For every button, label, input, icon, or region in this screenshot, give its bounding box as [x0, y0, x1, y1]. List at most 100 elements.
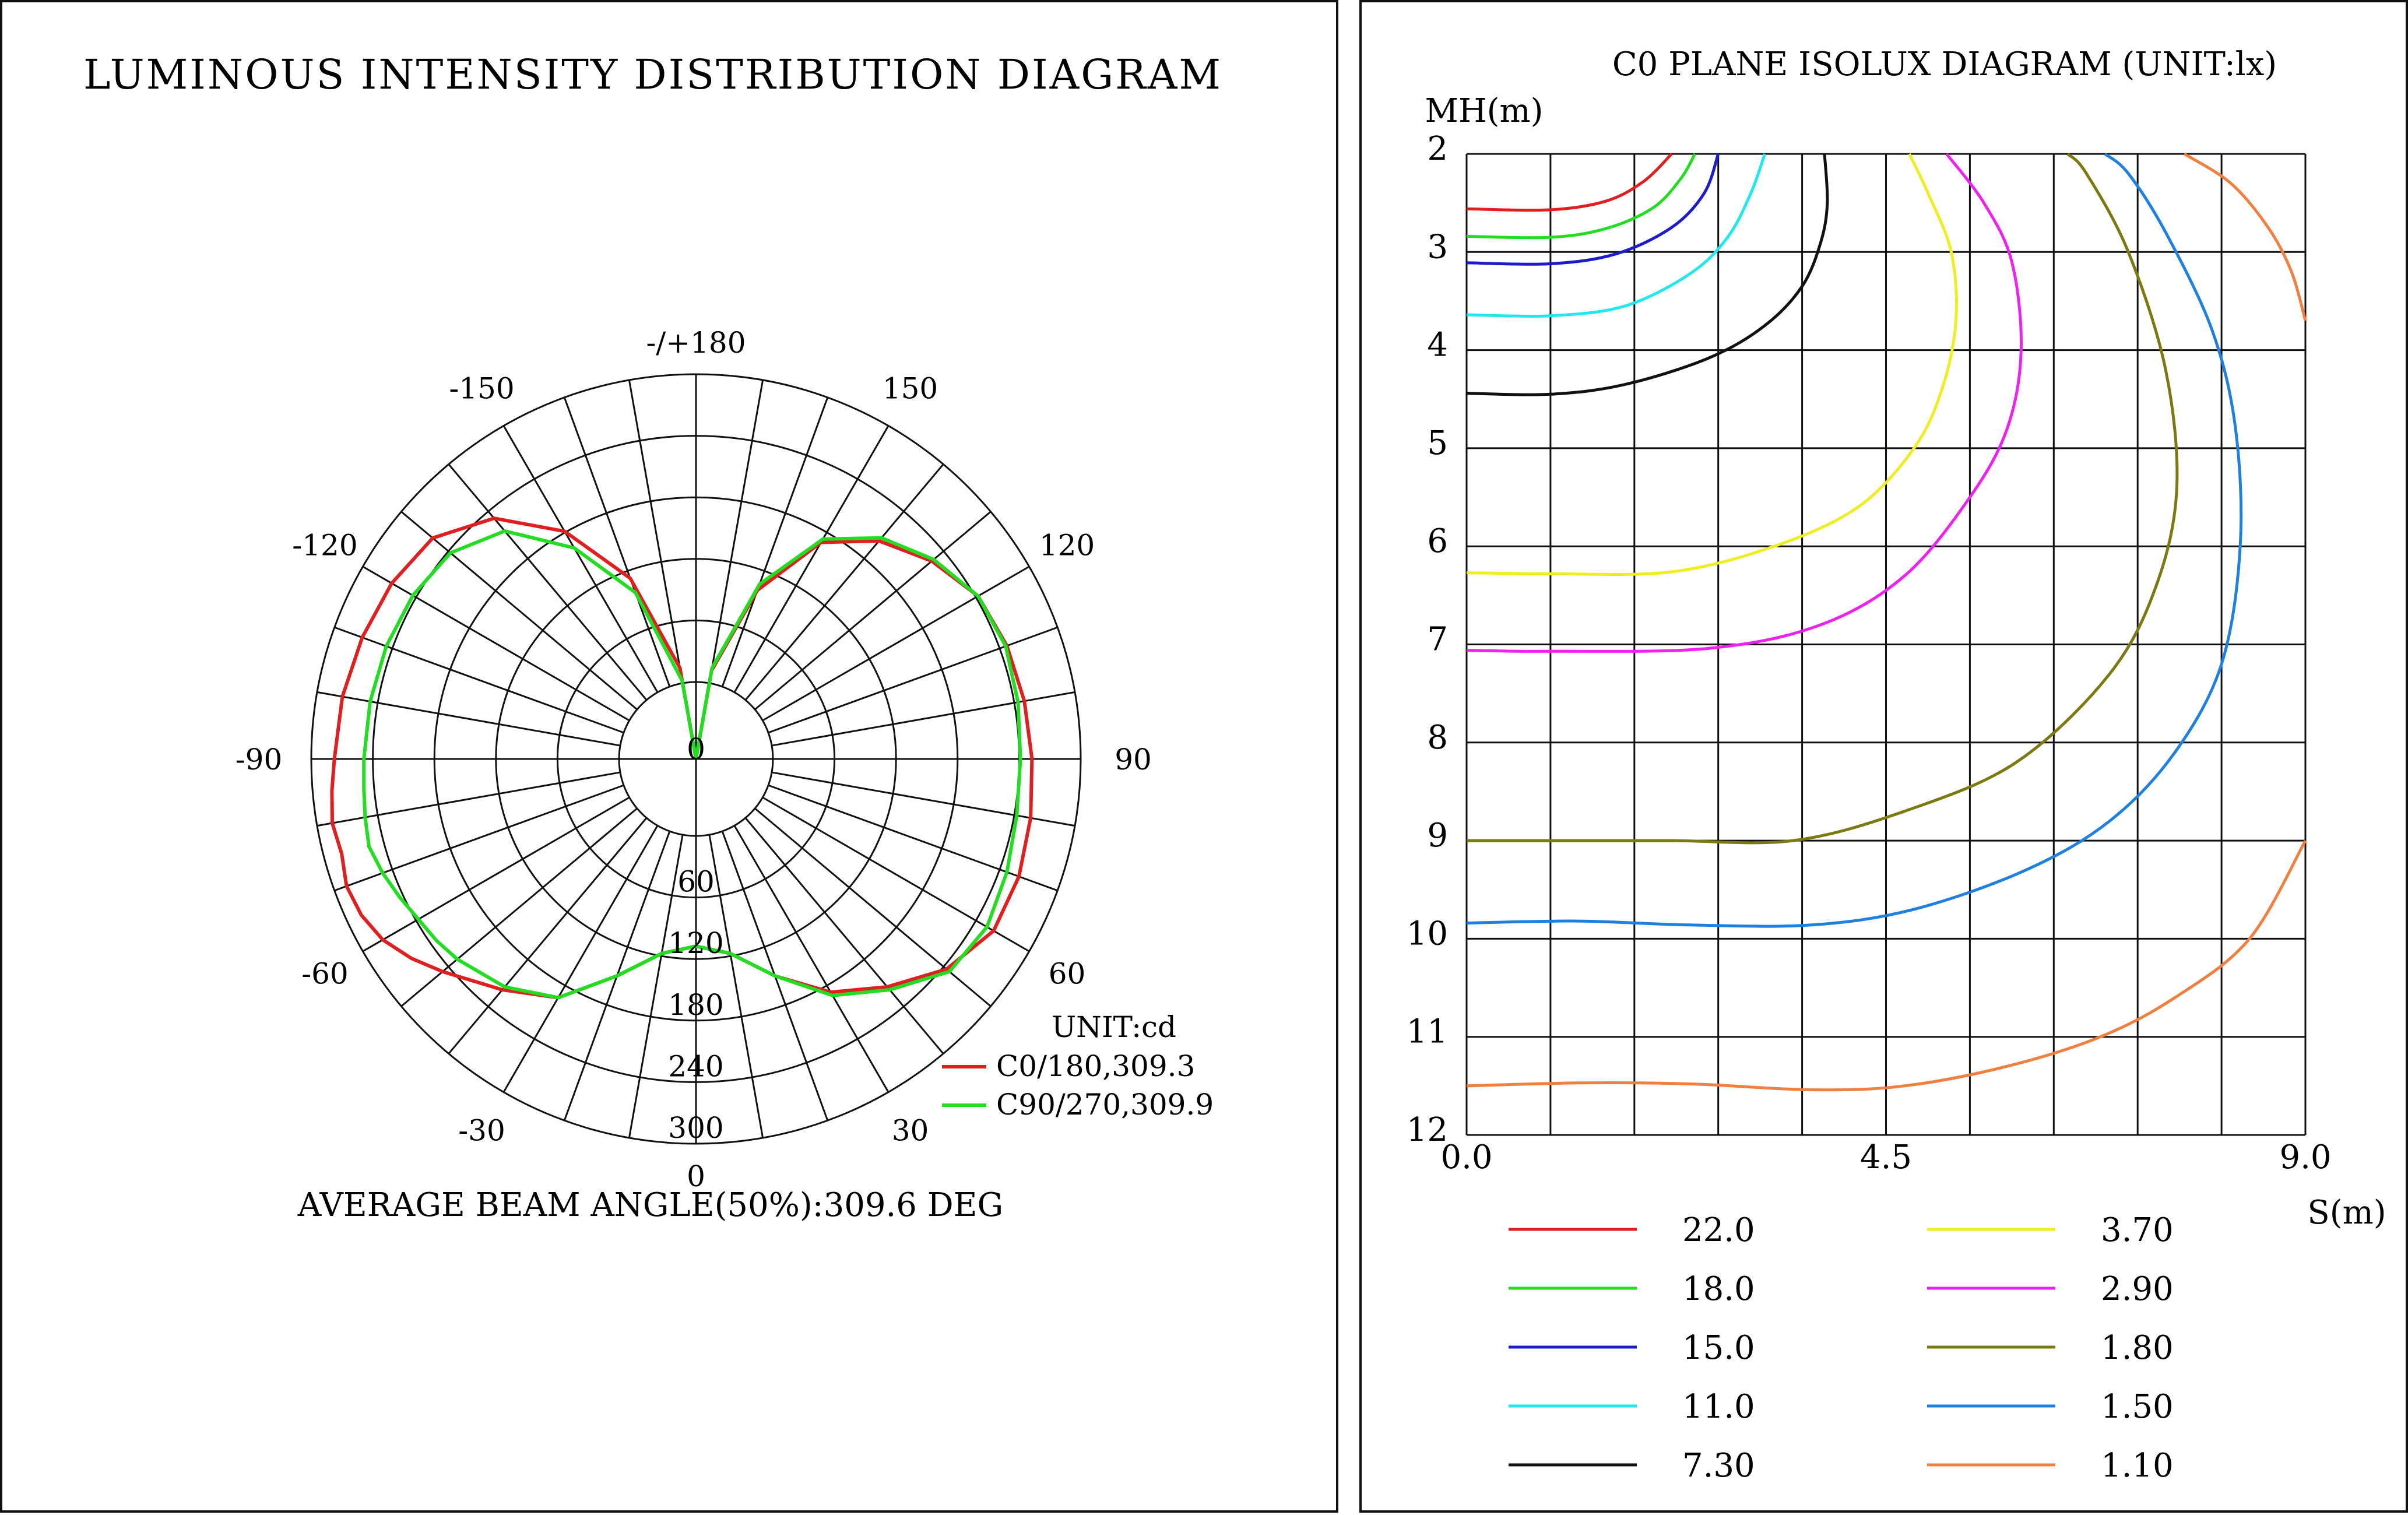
polar-spoke: [317, 771, 621, 827]
polar-angle-label: 90: [1115, 743, 1152, 776]
polar-angle-label: 0: [687, 1159, 705, 1193]
isolux-series-3: [1466, 153, 1766, 318]
polar-spoke: [448, 817, 648, 1054]
isolux-grid: [1465, 153, 2307, 1136]
isolux-y-tick: 11: [1407, 1013, 1448, 1051]
polar-spoke: [400, 807, 638, 1007]
isolux-ticks: 2 3 4 5 6 7 8 9 10 11 120.0 4.5 9.0: [1407, 130, 2332, 1176]
isolux-x-tick: 9.0: [2279, 1138, 2331, 1176]
x-axis-label: S(m): [2307, 1194, 2386, 1232]
isolux-chart: C0 PLANE ISOLUX DIAGRAM (UNIT:lx) MH(m) …: [1407, 45, 2386, 1485]
isolux-y-tick: 3: [1427, 228, 1448, 266]
polar-spoke: [762, 796, 1030, 952]
polar-spoke: [754, 807, 992, 1007]
polar-spoke: [362, 565, 630, 722]
polar-angle-label: -90: [235, 743, 283, 776]
polar-spoke: [362, 796, 630, 952]
isolux-panel: C0 PLANE ISOLUX DIAGRAM (UNIT:lx) MH(m) …: [1359, 0, 2408, 1513]
polar-spoke: [754, 511, 992, 711]
isolux-series-5: [1466, 153, 1958, 576]
polar-spoke: [502, 425, 659, 693]
polar-spoke: [733, 825, 890, 1093]
polar-spoke: [744, 463, 944, 701]
isolux-title: C0 PLANE ISOLUX DIAGRAM (UNIT:lx): [1612, 45, 2277, 83]
polar-spoke: [771, 771, 1075, 827]
isolux-legend-label: 7.30: [1682, 1447, 1755, 1485]
polar-angle-label: -60: [301, 957, 349, 991]
polar-angle-label: -150: [449, 371, 514, 405]
isolux-y-tick: 10: [1407, 915, 1448, 952]
isolux-series-8: [1466, 152, 2243, 928]
isolux-series-6: [1466, 153, 2023, 653]
polar-spoke: [400, 511, 638, 711]
isolux-x-tick: 0.0: [1440, 1138, 1492, 1176]
polar-spoke: [334, 626, 624, 734]
isolux-legend-label: 22.0: [1682, 1211, 1755, 1249]
isolux-series-0: [1466, 153, 1673, 212]
polar-spoke: [768, 784, 1058, 892]
isolux-legend-label: 1.10: [2101, 1447, 2174, 1485]
polar-center-label: 0: [687, 732, 705, 766]
isolux-legend-label: 3.70: [2101, 1211, 2174, 1249]
polar-spoke: [334, 784, 624, 892]
isolux-y-tick: 5: [1427, 424, 1448, 462]
polar-spoke: [721, 397, 829, 687]
polar-angle-label: -30: [458, 1114, 505, 1148]
y-axis-label: MH(m): [1425, 92, 1544, 130]
unit-label: UNIT:cd: [1052, 1010, 1176, 1044]
polar-spoke: [744, 817, 944, 1054]
polar-spoke: [628, 834, 684, 1138]
polar-radial-label: 120: [668, 926, 723, 960]
isolux-y-tick: 2: [1427, 130, 1448, 168]
isolux-series-1: [1466, 153, 1696, 240]
polar-spoke: [708, 379, 764, 684]
isolux-y-tick: 9: [1427, 817, 1448, 855]
isolux-y-tick: 7: [1427, 621, 1448, 659]
polar-angle-label: 150: [883, 371, 938, 405]
polar-series-1: [362, 529, 1022, 1000]
polar-spoke: [733, 425, 890, 693]
isolux-y-tick: 12: [1407, 1111, 1448, 1149]
beam-angle-text: AVERAGE BEAM ANGLE(50%):309.6 DEG: [297, 1186, 1004, 1224]
isolux-x-tick: 4.5: [1860, 1138, 1912, 1176]
isolux-legend: 22.0 18.0 15.0 11.0 7.30 3.70 2.90 1.80 1.50 1.10: [1509, 1211, 2174, 1485]
polar-radial-label: 300: [668, 1111, 723, 1145]
isolux-legend-label: 1.50: [2101, 1388, 2174, 1426]
polar-spoke: [762, 565, 1030, 722]
isolux-curves: [1466, 152, 2307, 1092]
polar-radial-labels: 60 120 180 240 300: [668, 865, 723, 1145]
polar-spoke: [448, 463, 648, 701]
isolux-series-7: [1467, 153, 2179, 845]
polar-spoke: [628, 379, 684, 684]
isolux-series-2: [1466, 153, 1720, 266]
polar-spoke: [708, 834, 764, 1138]
polar-spoke: [563, 397, 671, 687]
polar-angle-label: -120: [292, 529, 357, 563]
isolux-legend-label: 1.80: [2101, 1329, 2174, 1367]
polar-spoke: [502, 825, 659, 1093]
polar-spoke: [317, 691, 621, 747]
polar-spoke: [768, 626, 1058, 734]
polar-panel: LUMINOUS INTENSITY DISTRIBUTION DIAGRAM …: [0, 0, 1338, 1513]
polar-radial-label: 60: [677, 865, 715, 899]
polar-angle-label: 30: [892, 1114, 929, 1148]
isolux-legend-label: 15.0: [1682, 1329, 1755, 1367]
polar-angle-label: -/+180: [646, 326, 746, 360]
polar-angle-label: 120: [1039, 529, 1095, 563]
polar-curves: [330, 516, 1034, 1000]
polar-legend-label: C0/180,309.3: [996, 1049, 1195, 1083]
polar-title: LUMINOUS INTENSITY DISTRIBUTION DIAGRAM: [83, 51, 1222, 99]
isolux-series-4: [1466, 153, 1829, 396]
isolux-y-tick: 6: [1427, 522, 1448, 560]
isolux-legend-label: 18.0: [1682, 1270, 1755, 1308]
polar-angle-label: 60: [1049, 957, 1086, 991]
polar-legend-label: C90/270,309.9: [996, 1088, 1214, 1122]
isolux-legend-label: 2.90: [2101, 1270, 2174, 1308]
polar-radial-label: 180: [668, 988, 723, 1022]
polar-legend: C0/180,309.3 C90/270,309.9: [942, 1049, 1214, 1122]
isolux-series-9: [1466, 839, 2307, 1092]
isolux-y-tick: 8: [1427, 719, 1448, 757]
polar-chart: LUMINOUS INTENSITY DISTRIBUTION DIAGRAM …: [83, 51, 1222, 1224]
isolux-legend-label: 11.0: [1682, 1388, 1755, 1426]
